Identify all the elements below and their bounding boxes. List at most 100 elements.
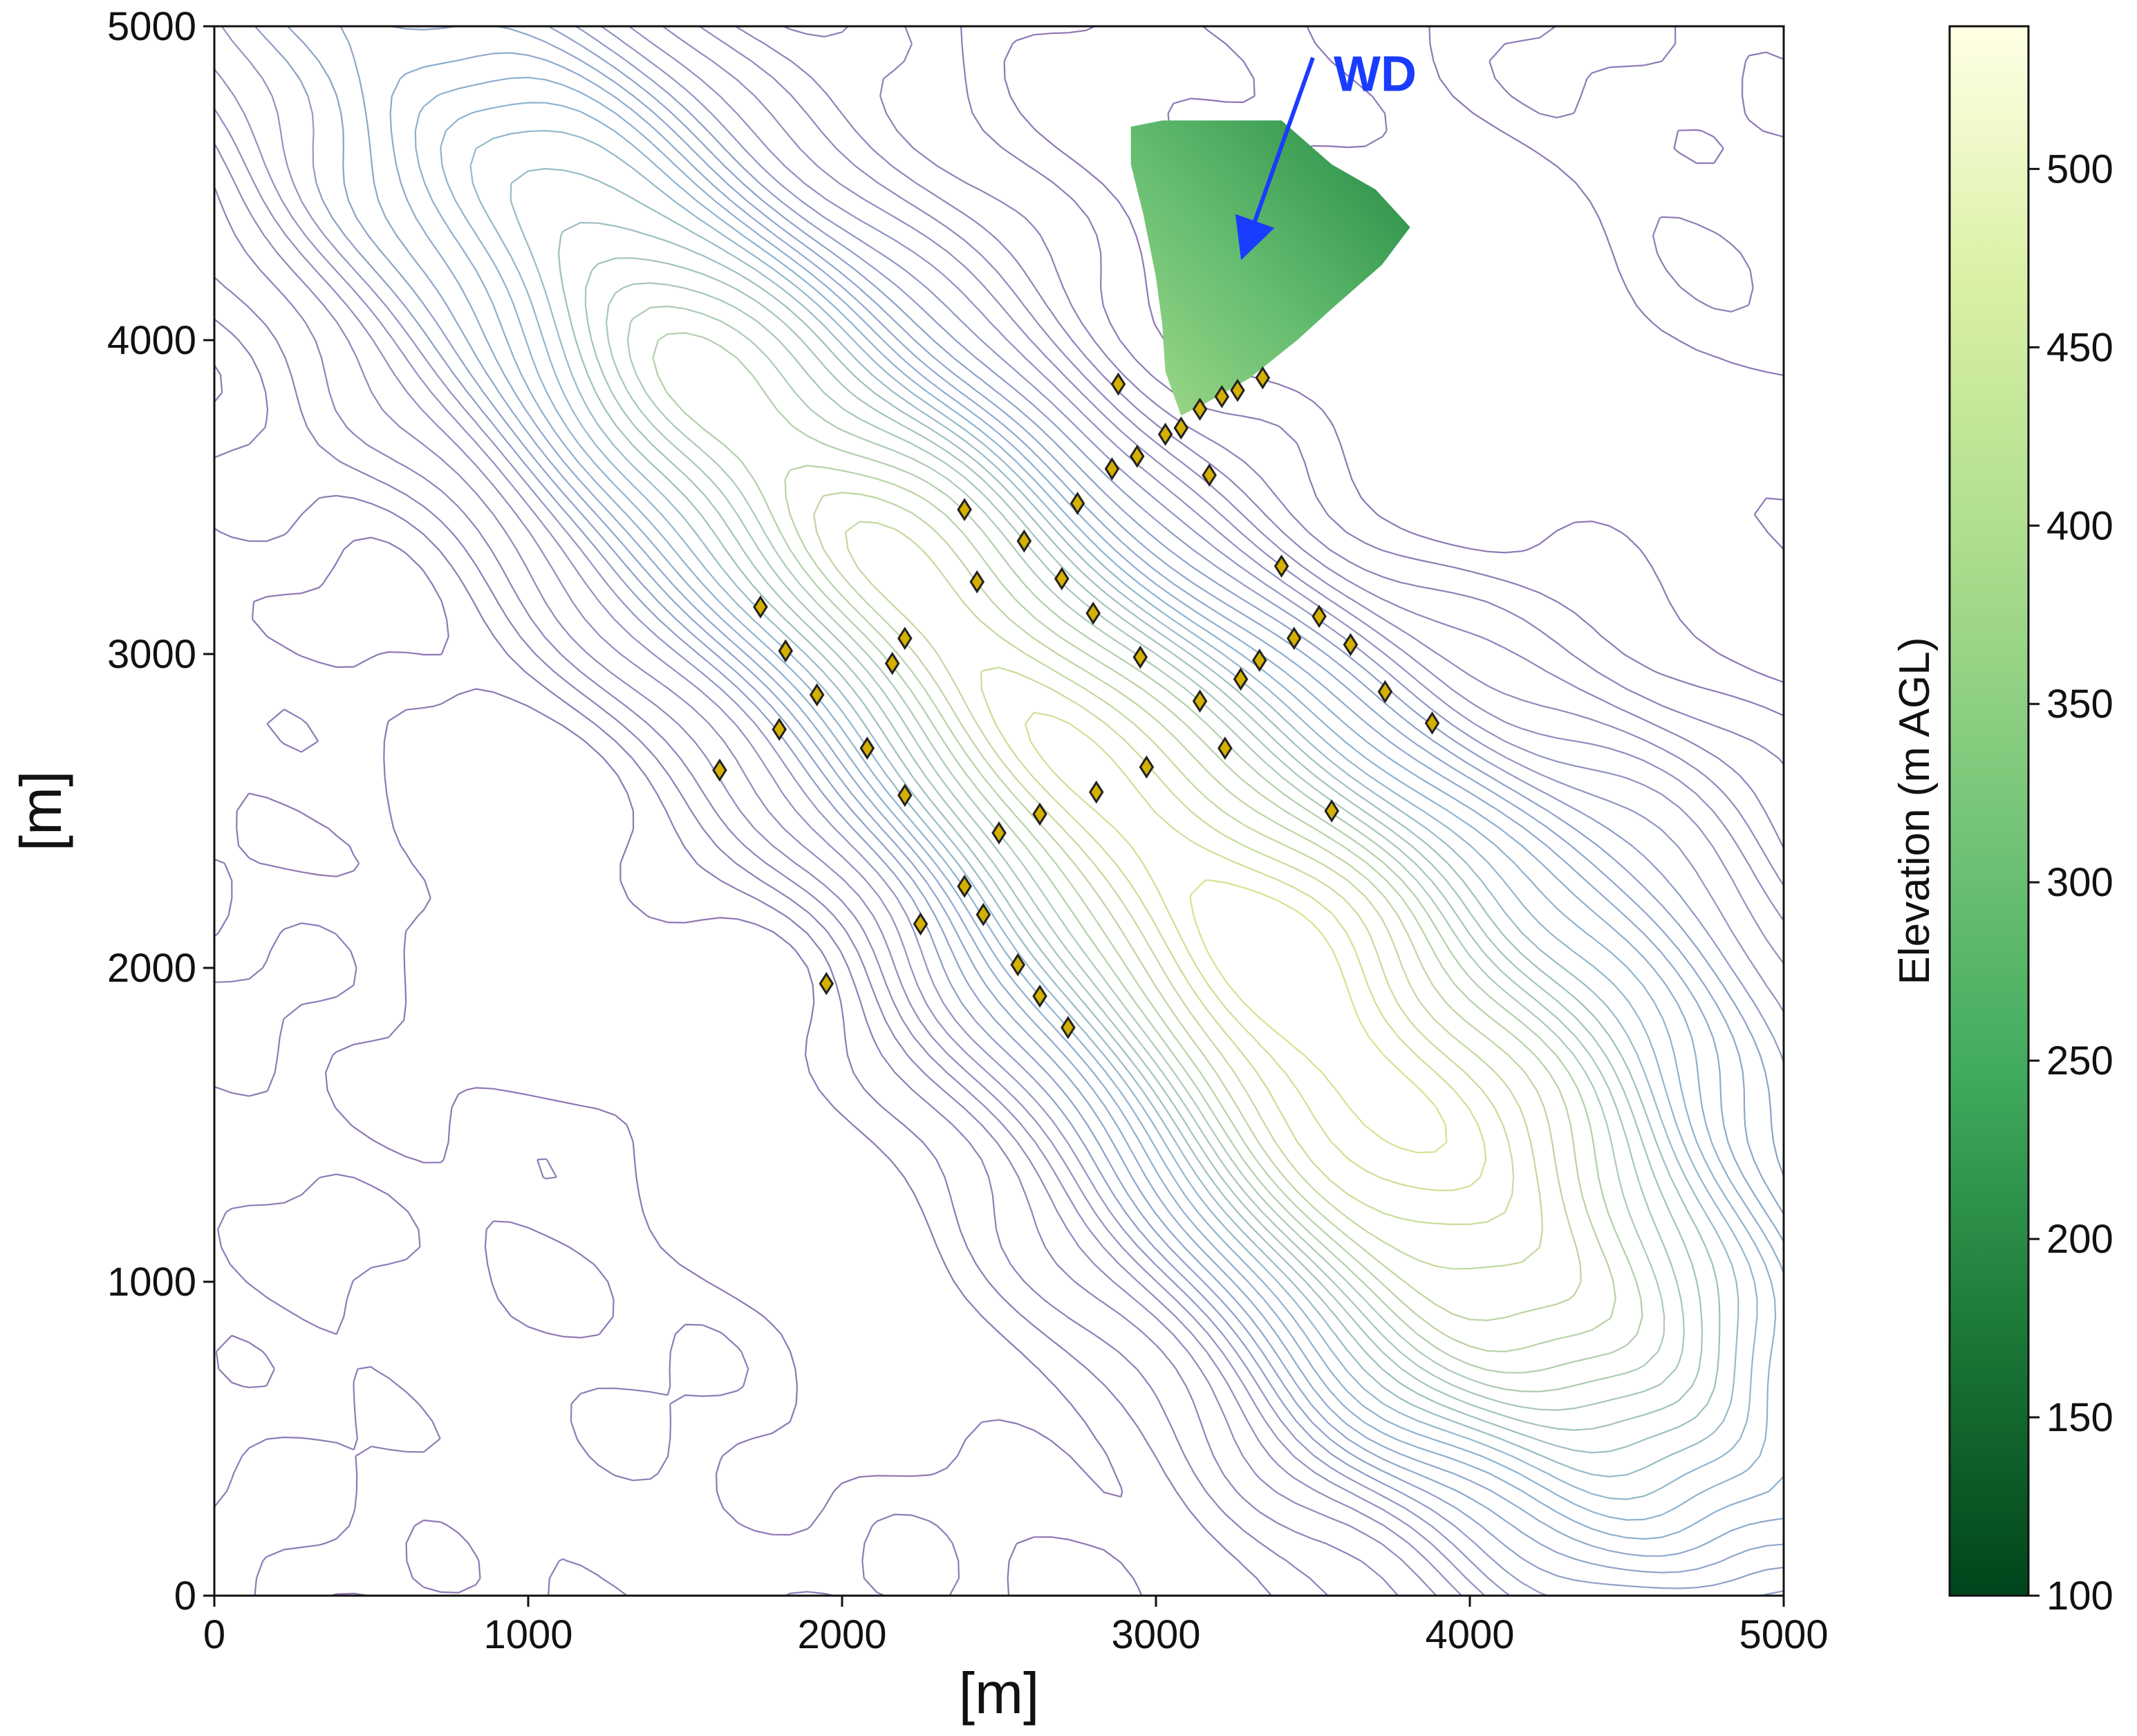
turbine-marker	[1233, 667, 1249, 691]
colorbar-tick-label: 250	[2046, 1038, 2113, 1083]
colorbar-label: Elevation (m AGL)	[1891, 637, 1939, 984]
contour-line	[214, 26, 1784, 1596]
contour-line	[339, 26, 1784, 1574]
contour-line	[813, 492, 1582, 1321]
turbine-marker	[1054, 567, 1070, 590]
turbine-marker	[1202, 463, 1217, 487]
y-tick-label: 3000	[107, 632, 196, 677]
shaded-terrain-region	[1130, 120, 1410, 416]
contour-line	[626, 305, 1665, 1392]
turbine-marker	[1286, 626, 1302, 651]
turbine-marker	[897, 626, 913, 651]
contour-line	[1024, 711, 1487, 1191]
turbine-marker	[1032, 984, 1047, 1008]
x-tick-label: 5000	[1739, 1612, 1828, 1657]
contour-line	[844, 521, 1543, 1270]
turbine-marker	[1312, 604, 1327, 628]
contour-line	[440, 102, 1777, 1521]
turbine-marker	[969, 570, 985, 594]
x-tick-label: 0	[203, 1612, 225, 1657]
wind-direction-annotation: WD	[1235, 46, 1417, 261]
turbine-marker	[1324, 799, 1340, 823]
colorbar-tick-label: 100	[2046, 1574, 2113, 1618]
turbine-marker	[859, 736, 875, 760]
wind-direction-label: WD	[1334, 46, 1417, 102]
contour-line	[652, 332, 1643, 1374]
turbine-marker	[991, 821, 1007, 845]
x-tick-label: 2000	[797, 1612, 886, 1657]
wind-direction-arrow	[1235, 57, 1315, 261]
elevation-contours	[214, 26, 1784, 1596]
turbine-marker	[884, 651, 900, 675]
x-axis-label: [m]	[959, 1661, 1040, 1726]
turbine-marker	[1252, 648, 1267, 672]
turbine-marker	[1088, 780, 1104, 804]
y-tick-label: 1000	[107, 1260, 196, 1305]
turbine-marker	[1273, 554, 1289, 578]
y-tick-label: 5000	[107, 4, 196, 49]
turbine-marker	[753, 595, 768, 619]
plot-frame	[213, 25, 1785, 1597]
contour-line	[221, 26, 1784, 1596]
contour-line	[214, 26, 1784, 1596]
turbine-marker	[772, 718, 787, 741]
colorbar-tick-label: 150	[2046, 1395, 2113, 1440]
turbine-marker	[809, 683, 825, 707]
turbine-marker	[1104, 457, 1120, 480]
turbine-marker	[1139, 755, 1155, 779]
contour-line	[214, 26, 1784, 1596]
y-axis-label: [m]	[8, 771, 73, 852]
colorbar-tick-label: 500	[2046, 147, 2113, 192]
turbine-marker	[1424, 711, 1440, 735]
colorbar-tick-label: 300	[2046, 860, 2113, 905]
contour-line	[214, 26, 1784, 1596]
turbine-marker	[1129, 445, 1145, 468]
turbine-marker	[1192, 689, 1208, 713]
x-tick-label: 1000	[483, 1612, 572, 1657]
colorbar-tick-label: 350	[2046, 682, 2113, 727]
turbine-marker	[1085, 601, 1101, 625]
contour-line	[287, 26, 1784, 1589]
y-tick-label: 4000	[107, 318, 196, 363]
contour-line	[214, 26, 1784, 1596]
contour-line	[584, 257, 1704, 1431]
y-tick-label: 2000	[107, 946, 196, 991]
colorbar-ticks: 100 150 200 250 300 350 400 450 500	[2028, 147, 2113, 1618]
turbine-marker	[1377, 680, 1393, 704]
turbine-marker	[913, 912, 928, 936]
turbine-marker	[1132, 645, 1148, 669]
turbine-markers	[712, 366, 1440, 1040]
turbine-marker	[1157, 422, 1173, 446]
contour-line	[558, 221, 1721, 1454]
turbine-marker	[1010, 953, 1026, 977]
contour-line	[1189, 879, 1448, 1154]
colorbar-tick-label: 450	[2046, 325, 2113, 370]
contour-line	[254, 26, 1784, 1596]
y-axis: 0 1000 2000 3000 4000 5000	[107, 4, 214, 1618]
contour-line	[389, 52, 1784, 1557]
turbine-marker	[1070, 492, 1085, 515]
y-tick-label: 0	[174, 1574, 196, 1618]
turbine-marker	[1192, 398, 1208, 421]
turbine-marker	[1255, 366, 1271, 390]
turbine-marker	[1173, 416, 1189, 440]
contour-line	[214, 26, 1784, 1596]
contour-line	[469, 130, 1758, 1500]
x-tick-label: 4000	[1425, 1612, 1514, 1657]
turbine-marker	[1110, 372, 1126, 396]
turbine-marker	[1032, 802, 1047, 826]
turbine-marker	[778, 639, 794, 663]
turbine-marker	[819, 971, 834, 996]
turbine-marker	[957, 498, 972, 521]
shaded-region-polygon	[1130, 120, 1410, 416]
turbine-marker	[1214, 384, 1230, 409]
turbine-marker	[957, 875, 972, 898]
turbine-marker	[1016, 529, 1032, 553]
turbine-marker	[1343, 633, 1359, 657]
contour-line	[980, 666, 1515, 1225]
colorbar-tick-label: 200	[2046, 1217, 2113, 1262]
colorbar: 100 150 200 250 300 350 400 450 500 Elevation (m…	[1891, 25, 2113, 1618]
contour-line	[606, 282, 1685, 1411]
turbine-marker	[1061, 1016, 1076, 1040]
